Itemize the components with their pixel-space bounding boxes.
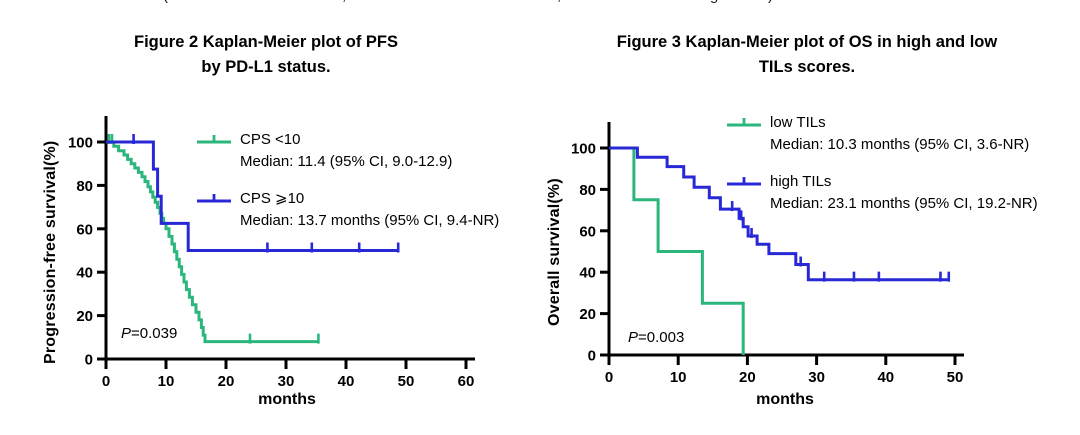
svg-text:20: 20 — [579, 306, 596, 323]
svg-text:80: 80 — [579, 182, 596, 199]
p-value-number: =0.003 — [638, 329, 685, 346]
km-plot-svg: 0 20 40 60 80 100 0 10 20 30 40 50 60 — [68, 116, 475, 390]
legend-series-name: CPS ⩾10 — [240, 190, 305, 207]
y-axis-label: Progression-free survival(%) — [42, 140, 59, 364]
x-axis-label: months — [258, 391, 316, 408]
svg-text:0: 0 — [85, 352, 93, 369]
chart-title-line2: TILs scores. — [758, 58, 856, 76]
cropped-glyph: , — [557, 0, 561, 4]
p-value: P=0.039 — [121, 325, 177, 342]
svg-text:40: 40 — [579, 265, 596, 282]
legend-median-text: Median: 13.7 months (95% CI, 9.4-NR) — [240, 212, 500, 229]
p-value: P=0.003 — [628, 329, 684, 346]
legend-line-symbol — [727, 177, 761, 186]
svg-text:30: 30 — [808, 369, 825, 386]
legend-entry: low TILs Median: 10.3 months (95% CI, 3.… — [726, 112, 1038, 155]
cropped-glyph: g — [710, 0, 718, 4]
svg-text:60: 60 — [579, 223, 596, 240]
legend-median-text: Median: 23.1 months (95% CI, 19.2-NR) — [770, 195, 1038, 212]
svg-text:80: 80 — [76, 178, 93, 195]
legend-entry: CPS ⩾10 Median: 13.7 months (95% CI, 9.4… — [196, 188, 499, 231]
cropped-glyph: ) — [768, 0, 773, 4]
legend-median-text: Median: 10.3 months (95% CI, 3.6-NR) — [770, 136, 1030, 153]
chart-title-line1: Figure 2 Kaplan-Meier plot of PFS — [133, 33, 399, 51]
legend-line-symbol — [197, 194, 231, 203]
km-plot-svg: 0 20 40 60 80 100 0 10 20 30 40 50 — [571, 122, 964, 386]
chart-title: Figure 3 Kaplan-Meier plot of OS in high… — [567, 30, 1047, 80]
svg-text:40: 40 — [338, 373, 355, 390]
svg-text:100: 100 — [571, 141, 596, 158]
legend-entry: high TILs Median: 23.1 months (95% CI, 1… — [726, 171, 1038, 214]
p-value-number: =0.039 — [131, 325, 178, 342]
chart-title: Figure 2 Kaplan-Meier plot of PFS by PD-… — [46, 30, 486, 80]
svg-text:40: 40 — [76, 265, 93, 282]
svg-text:50: 50 — [398, 373, 415, 390]
legend-line-symbol — [197, 135, 231, 144]
svg-text:0: 0 — [588, 348, 596, 365]
legend-series-name: low TILs — [770, 114, 826, 131]
legend: low TILs Median: 10.3 months (95% CI, 3.… — [726, 112, 1038, 230]
cropped-text-fragment: ( , , g ) — [0, 0, 1080, 7]
svg-text:60: 60 — [458, 373, 475, 390]
svg-text:100: 100 — [68, 135, 93, 152]
svg-text:0: 0 — [102, 373, 110, 390]
x-axis-label: months — [756, 391, 814, 408]
svg-text:60: 60 — [76, 221, 93, 238]
svg-text:10: 10 — [158, 373, 175, 390]
legend-series-name: CPS <10 — [240, 131, 301, 148]
legend: CPS <10 Median: 11.4 (95% CI, 9.0-12.9) … — [196, 129, 499, 247]
legend-line-symbol — [727, 118, 761, 127]
svg-text:20: 20 — [739, 369, 756, 386]
chart-title-line1: Figure 3 Kaplan-Meier plot of OS in high… — [616, 33, 998, 51]
svg-text:30: 30 — [278, 373, 295, 390]
legend-median-text: Median: 11.4 (95% CI, 9.0-12.9) — [240, 153, 453, 170]
legend-entry: CPS <10 Median: 11.4 (95% CI, 9.0-12.9) — [196, 129, 499, 172]
svg-text:0: 0 — [605, 369, 613, 386]
chart-title-line2: by PD-L1 status. — [201, 58, 331, 76]
cropped-glyph: ( — [163, 0, 168, 4]
svg-text:20: 20 — [76, 308, 93, 325]
svg-text:20: 20 — [218, 373, 235, 390]
p-value-symbol: P — [121, 325, 132, 342]
svg-text:40: 40 — [877, 369, 894, 386]
svg-text:10: 10 — [670, 369, 687, 386]
cropped-glyph: , — [342, 0, 346, 4]
legend-series-name: high TILs — [770, 173, 832, 190]
p-value-symbol: P — [628, 329, 639, 346]
svg-text:50: 50 — [947, 369, 964, 386]
